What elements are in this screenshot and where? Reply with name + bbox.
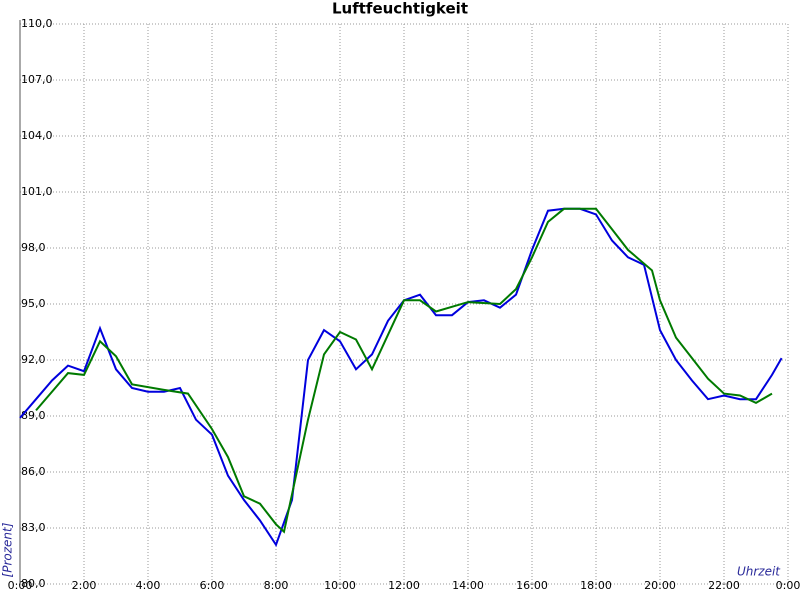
x-tick-label: 16:00 <box>516 579 548 592</box>
y-tick-label: 104,0 <box>21 129 53 142</box>
x-tick-label: 22:00 <box>708 579 740 592</box>
y-axis-label: [Prozent] <box>1 522 15 577</box>
y-tick-label: 83,0 <box>21 521 46 534</box>
x-tick-label: 6:00 <box>200 579 225 592</box>
y-tick-label: 107,0 <box>21 73 53 86</box>
y-tick-label: 95,0 <box>21 297 46 310</box>
y-tick-label: 92,0 <box>21 353 46 366</box>
x-tick-label: 4:00 <box>136 579 161 592</box>
y-tick-label: 98,0 <box>21 241 46 254</box>
data-line <box>35 207 773 534</box>
x-tick-label: 14:00 <box>452 579 484 592</box>
x-tick-label: 0:00 <box>776 579 800 592</box>
y-tick-label: 89,0 <box>21 409 46 422</box>
x-tick-label: 8:00 <box>264 579 289 592</box>
x-axis-label: Uhrzeit <box>737 565 781 579</box>
chart-title: Luftfeuchtigkeit <box>332 0 468 18</box>
x-tick-label: 10:00 <box>324 579 356 592</box>
x-tick-label: 0:00 <box>8 579 33 592</box>
y-tick-label: 86,0 <box>21 465 46 478</box>
x-tick-label: 20:00 <box>644 579 676 592</box>
y-tick-label: 110,0 <box>21 17 53 30</box>
x-tick-label: 18:00 <box>580 579 612 592</box>
x-tick-label: 12:00 <box>388 579 420 592</box>
y-tick-label: 80,0 <box>21 577 46 590</box>
y-tick-label: 101,0 <box>21 185 53 198</box>
x-tick-label: 2:00 <box>72 579 97 592</box>
